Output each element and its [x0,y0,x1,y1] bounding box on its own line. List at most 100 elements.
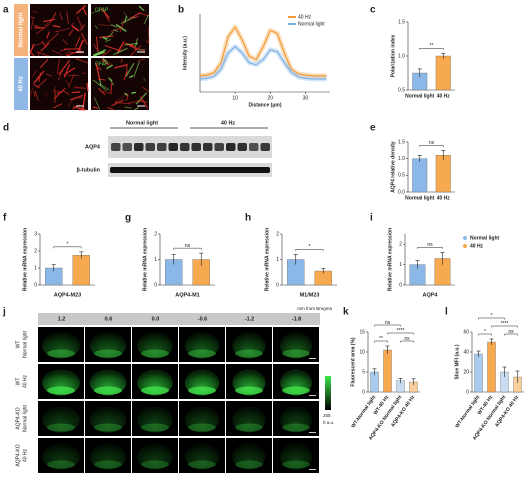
panel-letter: l [445,307,448,318]
texture [110,24,118,28]
x-tick-label: Normal light [405,93,435,99]
y-tick-label: 1.0 [398,156,405,162]
texture [123,11,130,21]
y-axis-label: Fluorescent area (%) [350,337,356,387]
slice-edge [141,349,169,358]
y-tick-label: 1.0 [398,53,405,59]
column-label: 0.0 [152,316,160,322]
texture [29,87,34,98]
column-label: 1.2 [58,316,66,322]
texture [131,91,136,94]
texture [57,69,64,81]
texture [116,44,126,57]
significance-label: ** [430,43,434,49]
significance-bracket [417,247,443,249]
slice [137,332,173,359]
significance-label: ns [185,243,191,249]
slice-edge [94,349,122,358]
texture [114,101,131,105]
significance-label: * [309,244,311,250]
texture [98,35,114,39]
texture [86,82,89,92]
texture [131,43,137,51]
texture [74,86,86,90]
texture [63,67,76,76]
slice [280,332,312,359]
x-axis-label: AQP4-M23 [54,292,82,298]
significance-label: ns [508,329,514,335]
texture [66,51,84,54]
texture [125,62,135,77]
texture [53,90,62,93]
y-axis-label: Relative mRNA expression [142,228,148,291]
texture [124,42,139,46]
panel-letter: j [2,307,6,318]
texture [51,50,62,55]
significance-label: ns [404,336,410,342]
texture [105,31,114,41]
texture [102,58,107,62]
y-axis-label: Relative mRNA expression [22,228,28,291]
slice-edge [141,423,169,432]
y-tick-label: 0.0 [398,189,405,195]
texture [80,32,88,45]
texture [41,41,47,48]
x-axis-label: Distance (μm) [248,102,281,108]
texture [62,89,70,96]
texture [59,48,67,52]
texture [101,58,110,67]
band [145,143,155,151]
slice-edge [188,460,216,469]
y-tick-label: 0.5 [398,173,405,179]
band [122,143,132,151]
texture [63,64,71,78]
texture [145,40,150,44]
texture [54,28,70,33]
y-tick-label: 0 [466,389,469,395]
panel-letter: k [343,307,349,318]
slice-edge [47,423,75,432]
significance-label: **** [397,328,405,334]
texture [129,12,142,20]
texture [93,49,106,56]
texture [67,96,75,108]
slice-edge [282,460,310,469]
y-tick-label: 0 [362,389,365,395]
texture [97,87,106,96]
panel-letter: b [178,5,184,16]
texture [33,84,41,88]
legend-label: Normal light [470,235,500,241]
significance-label: ns [429,140,435,146]
slice-edge [47,349,75,358]
row-tag [14,58,28,110]
texture [30,16,35,19]
y-tick-label: 0 [399,282,402,288]
row-label: 40 Hz [19,76,25,92]
texture [70,22,75,27]
y-tick-label: 1 [399,262,402,268]
texture [35,24,50,35]
x-tick-label: 20 [267,95,273,101]
texture [38,72,41,83]
texture [68,29,74,36]
y-axis-label: Slice MFI (a.u.) [454,344,460,379]
slice [232,332,266,359]
texture [75,57,88,64]
band [191,143,201,151]
row-tag [14,4,28,56]
x-tick-label: 30 [303,95,309,101]
texture [33,90,36,97]
texture [93,51,105,57]
texture [52,25,61,28]
stain-label: GFAP [95,61,109,67]
y-tick-label: 15 [359,329,365,335]
slice [42,406,80,433]
texture [39,59,49,69]
significance-bracket [491,325,518,328]
row-label: Normal light [22,405,28,432]
slice-edge [94,386,122,395]
significance-label: ns [427,242,433,248]
stain-label: GFAP [95,7,109,13]
texture [32,70,37,77]
